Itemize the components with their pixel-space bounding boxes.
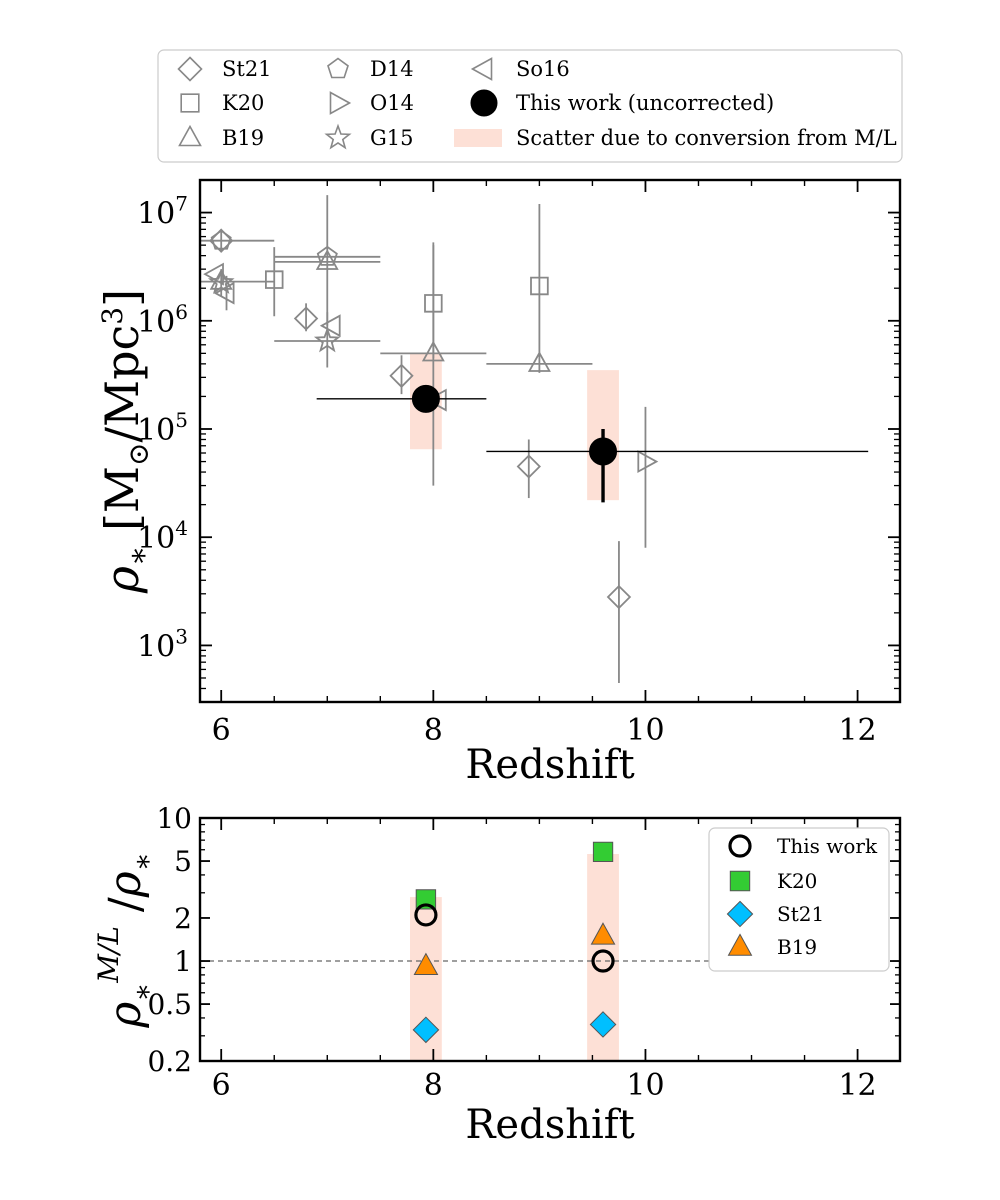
bottom-xtick-label-10: 10 [626,1068,664,1103]
bottom-ytick-label: 10 [156,802,192,835]
top-legend-st21-swatch [177,56,203,82]
svg-text:ρ∗M/L /ρ∗: ρ∗M/L /ρ∗ [92,852,159,1028]
top-st21-3-marker [389,363,414,389]
top-k20-2-marker [424,294,443,313]
top-panel: 6 8 10 12 103 104 105 106 107 Redshift ρ∗ [M⊙/Mp… [95,178,902,788]
top-ytick-label: 106 [137,300,188,340]
bottom-y-axis-label: ρ∗M/L /ρ∗ [92,852,159,1028]
top-ytick-label: 105 [137,408,188,448]
top-legend-scatter-due-to-conversion-from-m-l-swatch [454,129,502,147]
top-b19-4-marker [527,351,551,372]
top-legend-so16-label: So16 [516,57,570,81]
bottom-ytick-label: 2 [174,902,192,935]
top-d14-1-marker [210,229,232,250]
top-st21-2-marker [293,306,319,331]
top-ytick-label: 103 [137,624,188,664]
bottom-b19-2 [590,922,616,945]
bottom-ytick-label: 0.5 [147,988,192,1021]
top-k20-3-marker [530,276,549,296]
top-legend-d14-swatch [327,57,349,79]
top-xtick-label-10: 10 [626,713,664,748]
bottom-legend-st21-label: St21 [777,902,824,926]
top-legend-this-work-uncorrected-swatch [470,89,498,117]
bottom-axes-frame [198,816,902,1063]
top-xtick-label-6: 6 [212,713,231,748]
top-legend-g15-swatch [324,123,352,150]
top-legend-b19-swatch [178,124,202,147]
top-legend-o14-swatch [329,91,352,115]
top-legend-scatter-due-to-conversion-from-m-l-label: Scatter due to conversion from M/L [516,126,897,150]
top-legend-k20-label: K20 [222,91,264,115]
top-b19-3-marker [421,340,445,362]
top-this-work-uncorrected-1-marker [411,384,440,413]
bottom-legend-b19-label: B19 [777,935,817,959]
top-legend-so16-swatch [470,57,493,81]
bottom-xtick-label-8: 8 [424,1068,443,1103]
top-st21-4-marker [516,454,541,479]
top-ytick-label: 104 [137,516,188,556]
top-legend-o14-label: O14 [370,91,414,115]
bottom-b19-1 [413,952,439,975]
top-ticks: 6 8 10 12 103 104 105 106 107 [137,179,900,748]
bottom-st21-1 [412,1016,440,1044]
top-this-work-uncorrected-2-marker [589,437,618,466]
bottom-legend-this-work-label: This work [777,834,878,858]
bottom-x-axis-label: Redshift [465,1102,634,1148]
bottom-ytick-label: 5 [174,845,192,878]
bottom-legend-this-work-swatch [728,834,752,858]
top-legend: St21 K20 B19 D14 O14 G15 So16 This work (uncorr… [177,56,897,150]
top-o14-1-marker [637,450,659,474]
top-xtick-label-12: 12 [838,713,876,748]
top-legend-k20-swatch [180,93,200,113]
bottom-legend-frame [708,827,890,972]
bottom-this-work-1 [414,903,438,927]
svg-text:ρ∗ [M⊙/Mpc3]: ρ∗ [M⊙/Mpc3] [95,289,156,594]
bottom-ytick-label: 1 [174,945,192,978]
top-legend-this-work-uncorrected-label: This work (uncorrected) [516,91,774,115]
top-x-axis-label: Redshift [465,742,634,788]
bottom-xtick-label-6: 6 [212,1068,231,1103]
top-legend-d14-label: D14 [370,57,414,81]
top-d14-2-marker [316,245,338,266]
top-legend-st21-label: St21 [222,57,272,81]
bottom-legend-k20-swatch [729,870,751,892]
top-xtick-label-8: 8 [424,713,443,748]
top-legend-b19-label: B19 [222,126,264,150]
top-marks [200,195,869,683]
top-y-axis-label: ρ∗ [M⊙/Mpc3] [95,289,156,594]
bottom-legend-k20-label: K20 [777,869,817,893]
top-legend-g15-label: G15 [370,126,414,150]
top-so16-3-marker [319,314,341,338]
top-axes-frame [198,178,902,704]
top-so16-2-marker [213,281,235,305]
bottom-legend-st21-swatch [726,900,754,928]
top-st21-5-marker [606,584,632,610]
bottom-ytick-label: 0.2 [147,1045,192,1078]
bottom-legend-b19-swatch [727,933,753,956]
top-so16-1-marker [203,262,224,286]
bottom-this-work-2 [591,949,615,973]
bottom-k20-2 [592,841,614,862]
bottom-st21-2 [589,1011,617,1038]
top-ytick-label: 107 [137,192,188,232]
top-b19-2-marker [315,249,339,270]
bottom-legend: This work K20 St21 B19 [726,834,878,959]
top-g15-2-marker [313,326,341,353]
bottom-xtick-label-12: 12 [838,1068,876,1103]
bottom-marks [412,841,617,1044]
